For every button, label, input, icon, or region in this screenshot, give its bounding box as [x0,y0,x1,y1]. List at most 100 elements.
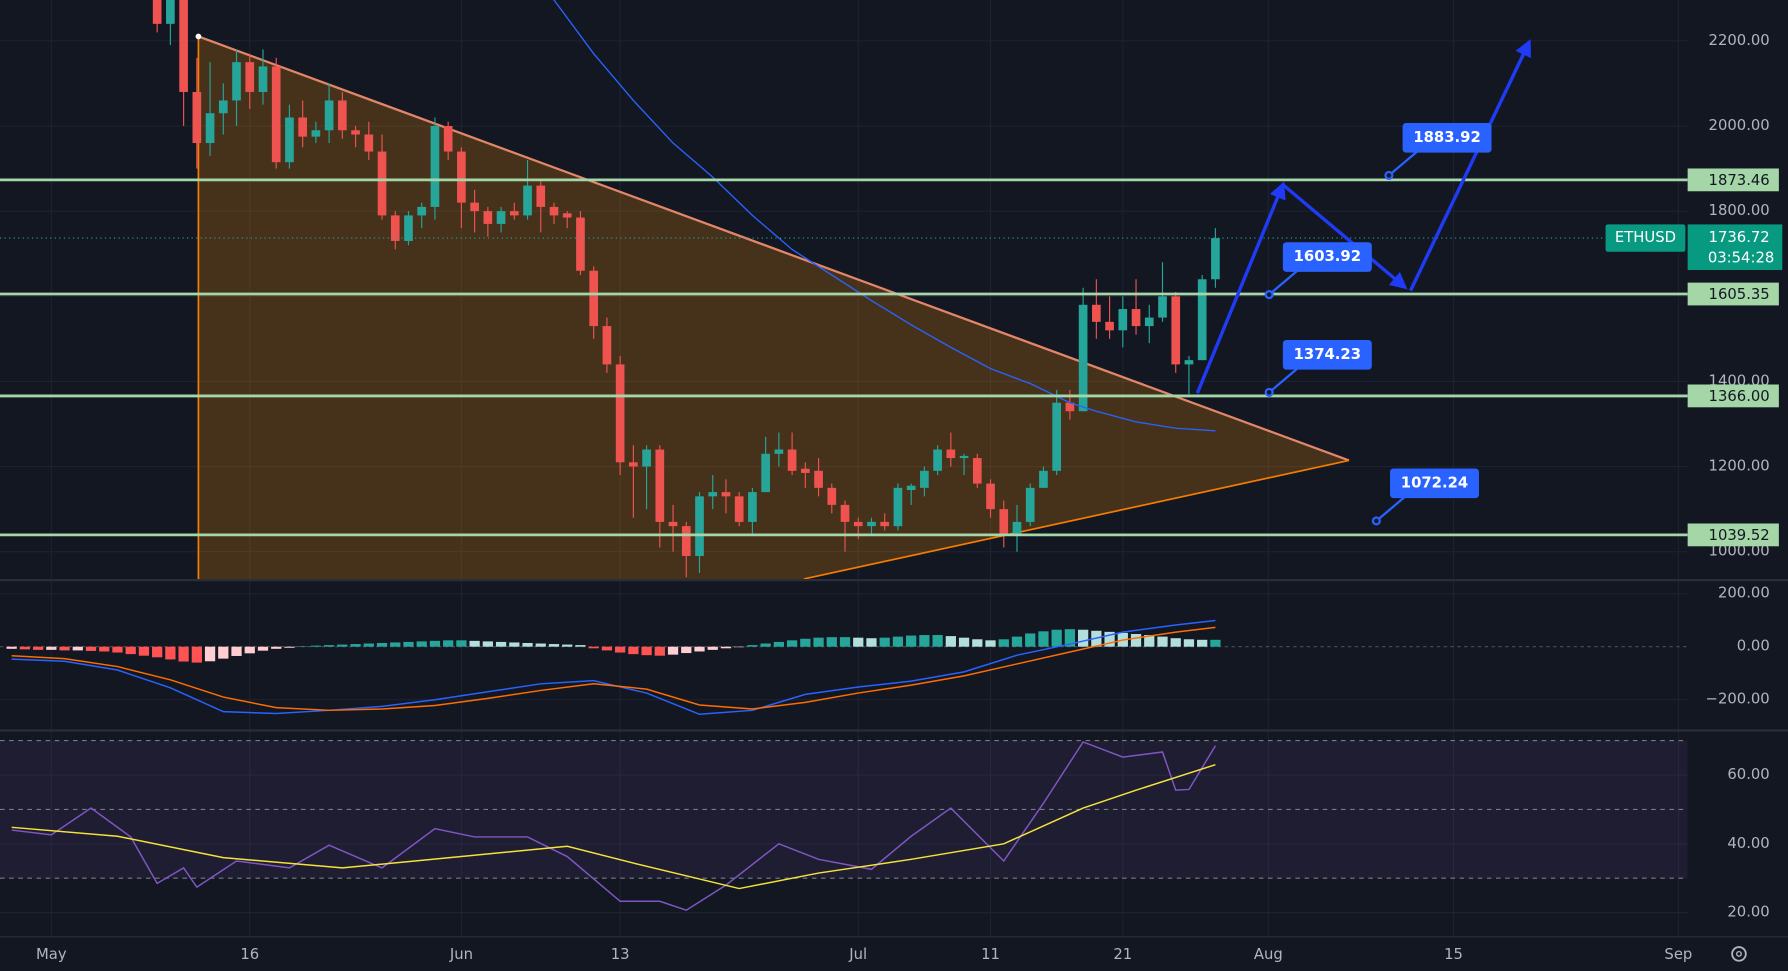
callout-point [1371,516,1381,526]
candle-body [787,449,797,471]
rsi-pane [0,740,1688,912]
candle-body [562,213,572,218]
level-label: 1039.52 [1709,527,1770,544]
candle-body [642,449,651,467]
candle-body [1144,317,1154,327]
histogram-bar [178,646,189,662]
candle-body [708,492,718,497]
histogram-bar [482,641,493,647]
candle-body [748,492,757,522]
level-label: 1605.35 [1709,286,1770,303]
candle-body [629,462,638,467]
candle-body [959,455,969,459]
level-label-box [1687,523,1779,547]
histogram-bar [906,635,917,647]
candle-body [1092,304,1101,322]
y-tick-label: 60.00 [1727,766,1769,783]
histogram-bar [720,646,732,649]
candle-body [867,521,876,527]
candle-body [1158,296,1167,318]
y-tick-label: 20.00 [1727,904,1769,921]
callout-pointer [1268,268,1300,296]
candle-body [152,0,162,24]
x-tick-label: 13 [611,946,630,963]
last-price-box [1687,224,1783,270]
candle-body [761,453,770,493]
level-label-box [1687,282,1779,306]
histogram-bar [429,640,441,647]
settings-button[interactable] [1731,946,1747,962]
histogram-bar [998,639,1009,647]
histogram-bar [1025,633,1036,647]
histogram-bar [32,646,44,650]
histogram-bar [257,646,269,651]
arrow [1281,183,1408,290]
candle-body [774,449,784,454]
histogram-bar [707,646,718,650]
histogram-bar [1011,636,1023,647]
histogram-bar [271,646,282,649]
candle-body [1171,296,1181,365]
triangle-upper-line [198,35,1350,462]
x-tick-label: Jul [848,946,867,963]
histogram-bar [244,646,255,654]
histogram-bar [495,641,507,647]
candle-body [721,492,731,497]
candle-body [166,0,175,24]
histogram-bar [985,640,996,647]
callout-pointer [1375,495,1407,522]
histogram-bar [138,646,150,656]
candle-body [814,470,823,488]
candle-body [298,117,307,137]
anchor-point [195,33,202,40]
histogram-bar [694,646,705,652]
gear-icon[interactable] [1731,946,1747,962]
indicator-line [11,626,1216,712]
histogram-bar [575,645,586,647]
candle-body [800,468,810,473]
histogram-bar [1077,629,1089,647]
histogram-bar [297,646,308,647]
histogram-bar [813,637,824,647]
histogram-bar [826,637,837,647]
histogram-bar [204,646,216,662]
histogram-bar [443,640,454,647]
candle-body [417,206,427,216]
histogram-bar [1051,629,1062,647]
y-tick-label: 40.00 [1727,835,1769,852]
candle-body [364,134,374,152]
candle-body [1065,402,1075,412]
histogram-bar [839,637,851,647]
candle-body [972,458,982,484]
histogram-bar [892,636,904,647]
last-price-label: 1736.72 [1709,229,1770,246]
y-tick-label: −200.00 [1706,691,1770,708]
candle-body [1039,470,1048,488]
candle-body [1012,521,1022,535]
histogram-bar [1157,636,1168,647]
x-tick-label: Jun [449,946,473,963]
x-tick-label: Aug [1254,946,1283,963]
forecast-arrows [1195,39,1531,394]
histogram-bar [46,646,57,650]
histogram-bar [416,641,427,647]
histogram-bar [403,641,414,647]
histogram-bar [760,643,771,647]
candle-body [695,496,704,556]
histogram-bar [112,646,123,653]
candle-body [470,202,479,212]
candle-body [840,504,850,522]
candle-body [1105,321,1114,331]
candle-body [589,270,599,327]
level-label-box [1687,384,1779,408]
candle-body [1118,309,1128,331]
histogram-bar [522,642,533,647]
callout-box [1390,468,1479,499]
candle-body [906,485,916,490]
candle-body [576,217,585,271]
histogram-bar [562,644,573,647]
histogram-bar [1144,635,1155,647]
x-tick-label: 16 [240,946,259,963]
histogram-bar [218,646,229,659]
